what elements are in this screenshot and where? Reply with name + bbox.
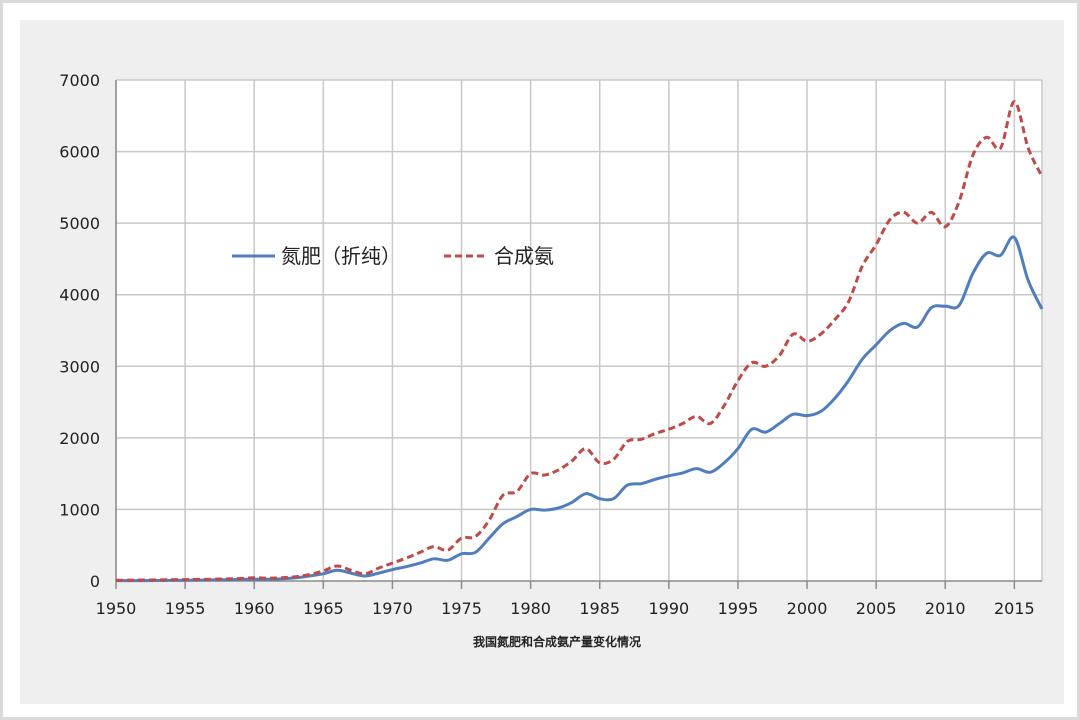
grid-lines	[115, 79, 1043, 581]
series-line-synthetic-ammonia	[115, 99, 1044, 582]
x-tick-label: 1985	[579, 599, 620, 618]
x-tick-label: 1975	[441, 599, 482, 618]
y-tick-label: 7000	[59, 71, 100, 90]
legend: 氮肥（折纯） 合成氨	[232, 244, 554, 268]
x-tick-label: 1970	[372, 599, 413, 618]
x-tick-label: 2005	[856, 599, 897, 618]
x-tick-label: 1955	[165, 599, 206, 618]
x-tick-label: 1950	[96, 599, 137, 618]
axes	[115, 80, 1042, 589]
x-tick-label: 1995	[718, 599, 759, 618]
x-tick-label: 1980	[510, 599, 551, 618]
x-tick-labels: 1950 1955 1960 1965 1970 1975 1980 1985 1990 1995…	[96, 599, 1035, 618]
x-tick-label: 2000	[787, 599, 828, 618]
y-tick-label: 0	[90, 572, 100, 591]
legend-label-nitrogen-fertilizer: 氮肥（折纯）	[281, 244, 401, 268]
x-tick-label: 2015	[994, 599, 1035, 618]
y-tick-label: 2000	[59, 429, 100, 448]
series-lines	[115, 99, 1044, 583]
y-tick-label: 6000	[59, 143, 100, 162]
legend-label-synthetic-ammonia: 合成氨	[494, 244, 554, 268]
x-tick-label: 2010	[925, 599, 966, 618]
y-tick-label: 5000	[59, 214, 100, 233]
y-tick-label: 3000	[59, 357, 100, 376]
x-tick-label: 1960	[234, 599, 275, 618]
y-tick-label: 1000	[59, 500, 100, 519]
series-line-nitrogen-fertilizer	[115, 235, 1044, 583]
x-tick-label: 1990	[648, 599, 689, 618]
x-tick-label: 1965	[303, 599, 344, 618]
y-tick-label: 4000	[59, 286, 100, 305]
y-tick-labels: 0 1000 2000 3000 4000 5000 6000 7000	[59, 71, 100, 591]
x-axis-label: 我国氮肥和合成氨产量变化情况	[473, 634, 641, 649]
